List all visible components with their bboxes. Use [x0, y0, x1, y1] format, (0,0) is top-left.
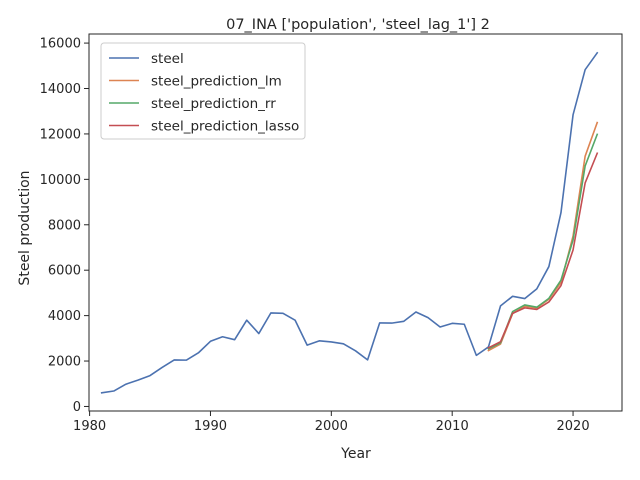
y-tick-label: 2000 — [48, 355, 81, 370]
legend: steel steel_prediction_lm steel_prediction… — [100, 42, 306, 140]
y-tick-label: 12000 — [40, 127, 81, 142]
y-tick-label: 14000 — [40, 82, 81, 97]
plot-series — [100, 51, 599, 394]
chart-title: 07_INA ['population', 'steel_lag_1'] 2 — [226, 17, 490, 33]
legend-label-steel-prediction-lm: steel_prediction_lm — [151, 74, 282, 90]
y-tick-label: 8000 — [48, 218, 81, 233]
y-tick-label: 4000 — [48, 309, 81, 324]
y-tick-label: 0 — [73, 400, 81, 415]
series-line-steel-prediction-lasso — [487, 152, 599, 349]
series-line-steel-prediction-lm — [487, 121, 599, 352]
x-tick-label: 2010 — [436, 419, 469, 434]
x-tick-label: 1990 — [194, 419, 227, 434]
y-axis-ticks: 0 2000 4000 6000 8000 10000 12000 14000 16000 — [40, 37, 89, 415]
plot-frame — [88, 33, 623, 412]
x-axis-ticks: 1980 1990 2000 2010 2020 — [73, 411, 590, 434]
y-tick-label: 10000 — [40, 173, 81, 188]
x-tick-label: 2020 — [557, 419, 590, 434]
y-tick-label: 6000 — [48, 264, 81, 279]
series-line-steel — [100, 51, 599, 394]
series-line-steel-prediction-rr — [487, 133, 599, 350]
x-tick-label: 2000 — [315, 419, 348, 434]
legend-label-steel: steel — [151, 51, 184, 67]
y-axis-label: Steel production — [17, 170, 33, 285]
legend-frame — [100, 42, 306, 140]
x-axis-label: Year — [340, 446, 371, 462]
y-tick-label: 16000 — [40, 37, 81, 52]
legend-label-steel-prediction-rr: steel_prediction_rr — [151, 96, 276, 112]
legend-label-steel-prediction-lasso: steel_prediction_lasso — [151, 119, 299, 135]
x-tick-label: 1980 — [73, 419, 106, 434]
